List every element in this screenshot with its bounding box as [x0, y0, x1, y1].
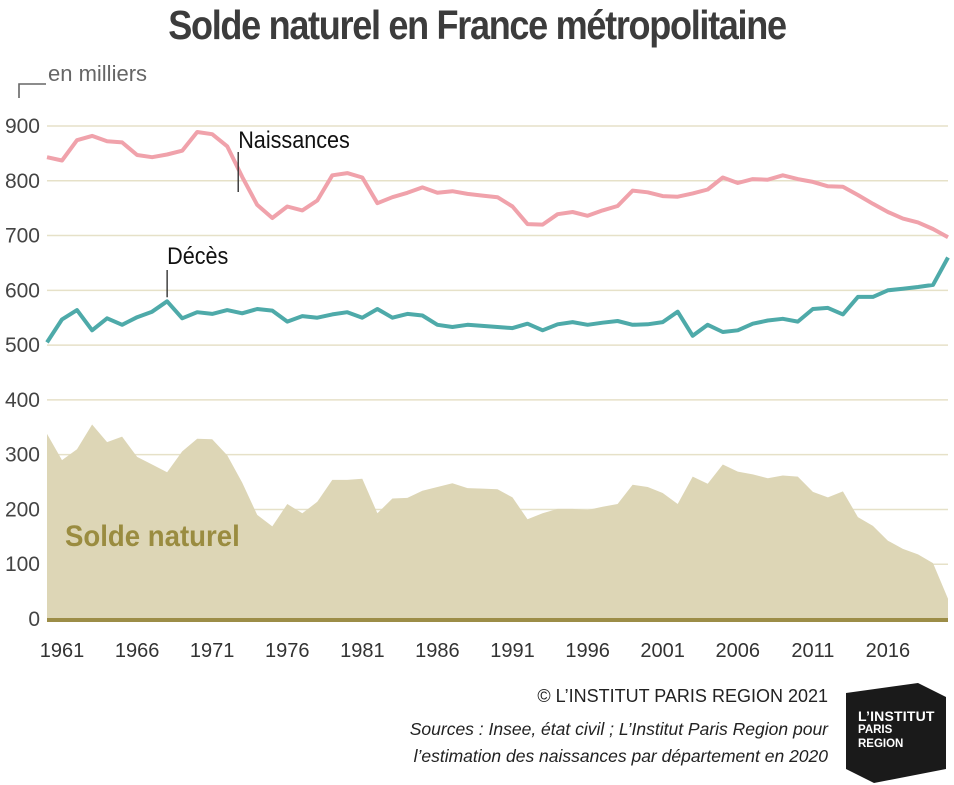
x-tick-label: 2001	[640, 640, 685, 662]
chart-title: Solde naturel en France métropolitaine	[168, 2, 787, 48]
x-tick-label: 1991	[490, 640, 535, 662]
series-label-solde-naturel: Solde naturel	[65, 520, 240, 553]
sources-text: Sources : Insee, état civil ; L’Institut…	[410, 716, 828, 770]
series-labels: Solde naturel Naissances Décès	[65, 126, 350, 553]
y-tick-label: 500	[5, 334, 40, 357]
x-tick-label: 2006	[716, 640, 761, 662]
x-axis-ticks: 1961 1966 1971 1976 1981 1986 1991 1996 2001 2006…	[40, 640, 910, 662]
solde-area-layer	[47, 424, 948, 622]
solde-naturel-area	[47, 424, 948, 619]
logo-line-3: REGION	[858, 738, 904, 750]
series-label-deces: Décès	[167, 242, 228, 269]
deces-line	[45, 256, 950, 344]
x-tick-label: 1961	[40, 640, 85, 662]
copyright-text: © L’INSTITUT PARIS REGION 2021	[537, 686, 828, 706]
x-tick-label: 2016	[866, 640, 911, 662]
x-tick-label: 1996	[565, 640, 610, 662]
y-tick-label: 200	[5, 498, 40, 521]
y-tick-label: 900	[5, 115, 40, 138]
y-tick-label: 400	[5, 389, 40, 412]
y-tick-label: 0	[28, 608, 40, 631]
x-tick-label: 1976	[265, 640, 310, 662]
chart-canvas: 0 100 200 300 400 500 600 700 800 900 Solde natur…	[5, 83, 950, 662]
y-axis-unit-label: en milliers	[48, 61, 148, 86]
y-tick-label: 800	[5, 170, 40, 193]
y-tick-label: 700	[5, 225, 40, 248]
y-tick-label: 600	[5, 279, 40, 302]
logo-line-1: L’INSTITUT	[858, 708, 935, 724]
x-tick-label: 1966	[115, 640, 160, 662]
y-axis-ticks: 0 100 200 300 400 500 600 700 800 900	[5, 115, 40, 631]
x-tick-label: 1986	[415, 640, 460, 662]
sources-line-1: Sources : Insee, état civil ; L’Institut…	[409, 719, 828, 739]
logo-text: L’INSTITUT PARIS REGION	[858, 709, 935, 751]
sources-line-2: l’estimation des naissances par départem…	[413, 746, 828, 766]
y-tick-label: 100	[5, 553, 40, 576]
x-tick-label: 2011	[791, 640, 834, 662]
series-lines	[45, 130, 950, 344]
naissances-line	[46, 130, 949, 239]
x-tick-label: 1971	[190, 640, 235, 662]
y-tick-label: 300	[5, 444, 40, 467]
institut-logo-icon	[846, 683, 946, 783]
unit-label-bracket	[18, 83, 46, 98]
x-tick-label: 1981	[340, 640, 385, 662]
series-label-naissances: Naissances	[238, 126, 350, 153]
logo-line-2: PARIS	[858, 724, 893, 736]
